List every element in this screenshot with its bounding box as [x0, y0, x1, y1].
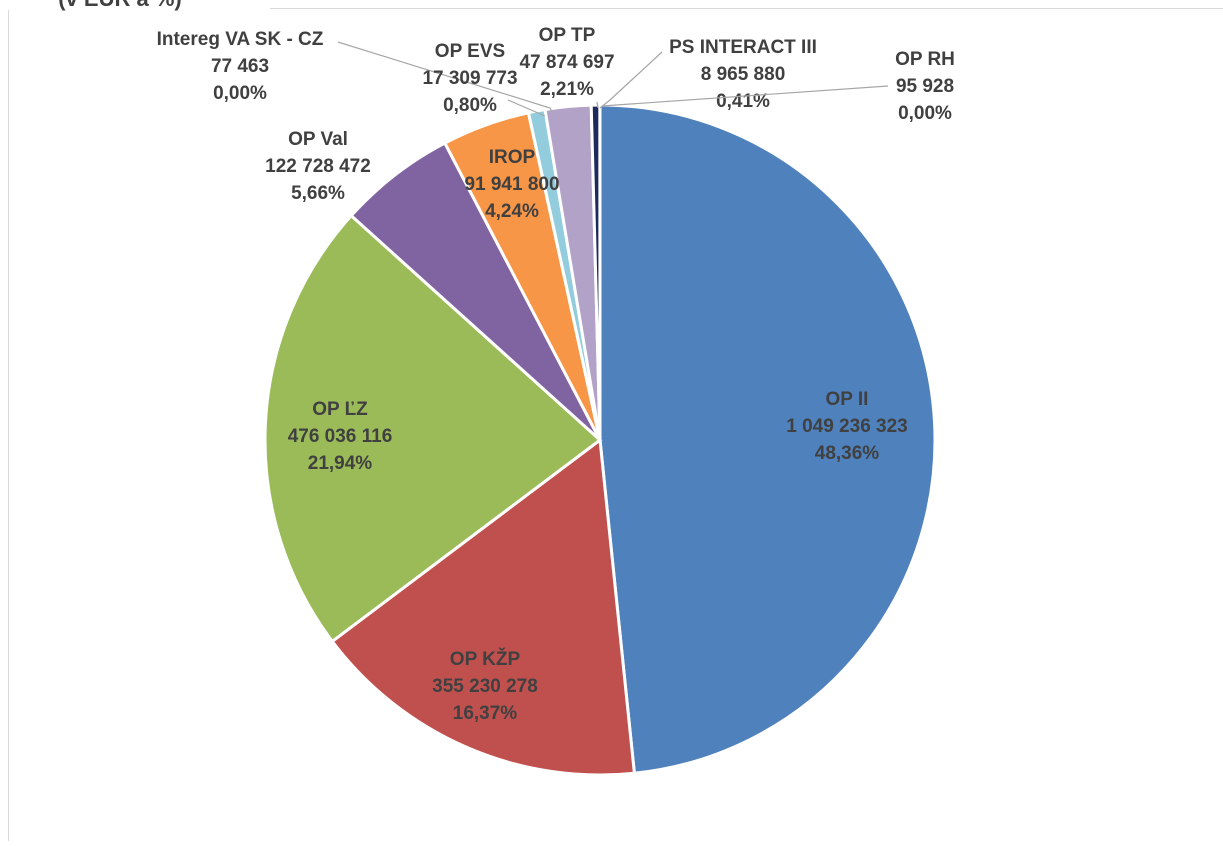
value-label: 17 309 773 — [422, 68, 517, 89]
slice-label: OP EVS — [435, 41, 505, 62]
value-label: 47 874 697 — [519, 52, 614, 73]
value-label: 95 928 — [896, 76, 954, 97]
value-label: 355 230 278 — [432, 676, 538, 697]
value-label: 77 463 — [211, 56, 269, 77]
slice-label: OP Val — [288, 129, 348, 150]
percent-label: 48,36% — [815, 443, 880, 464]
value-label: 91 941 800 — [464, 174, 559, 195]
percent-label: 0,00% — [898, 103, 952, 124]
slice-label: IROP — [489, 147, 536, 168]
value-label: 1 049 236 323 — [786, 416, 908, 437]
pie-slice — [600, 105, 935, 773]
slice-label: Intereg VA SK - CZ — [157, 29, 324, 50]
percent-label: 0,00% — [213, 83, 267, 104]
slice-label: PS INTERACT III — [669, 37, 817, 58]
percent-label: 0,80% — [443, 95, 497, 116]
percent-label: 5,66% — [291, 183, 345, 204]
percent-label: 21,94% — [308, 453, 373, 474]
slice-label: OP TP — [539, 25, 596, 46]
percent-label: 4,24% — [485, 201, 539, 222]
percent-label: 16,37% — [453, 703, 518, 724]
value-label: 476 036 116 — [288, 426, 393, 447]
slice-label: OP KŽP — [450, 648, 521, 670]
percent-label: 0,41% — [716, 91, 770, 112]
value-label: 122 728 472 — [265, 156, 371, 177]
slice-label: OP RH — [895, 49, 955, 70]
value-label: 8 965 880 — [701, 64, 786, 85]
slice-label: OP II — [826, 389, 869, 410]
slice-label: OP ĽZ — [312, 399, 368, 420]
percent-label: 2,21% — [540, 79, 594, 100]
chart-title: (v EUR a %) — [58, 0, 181, 11]
